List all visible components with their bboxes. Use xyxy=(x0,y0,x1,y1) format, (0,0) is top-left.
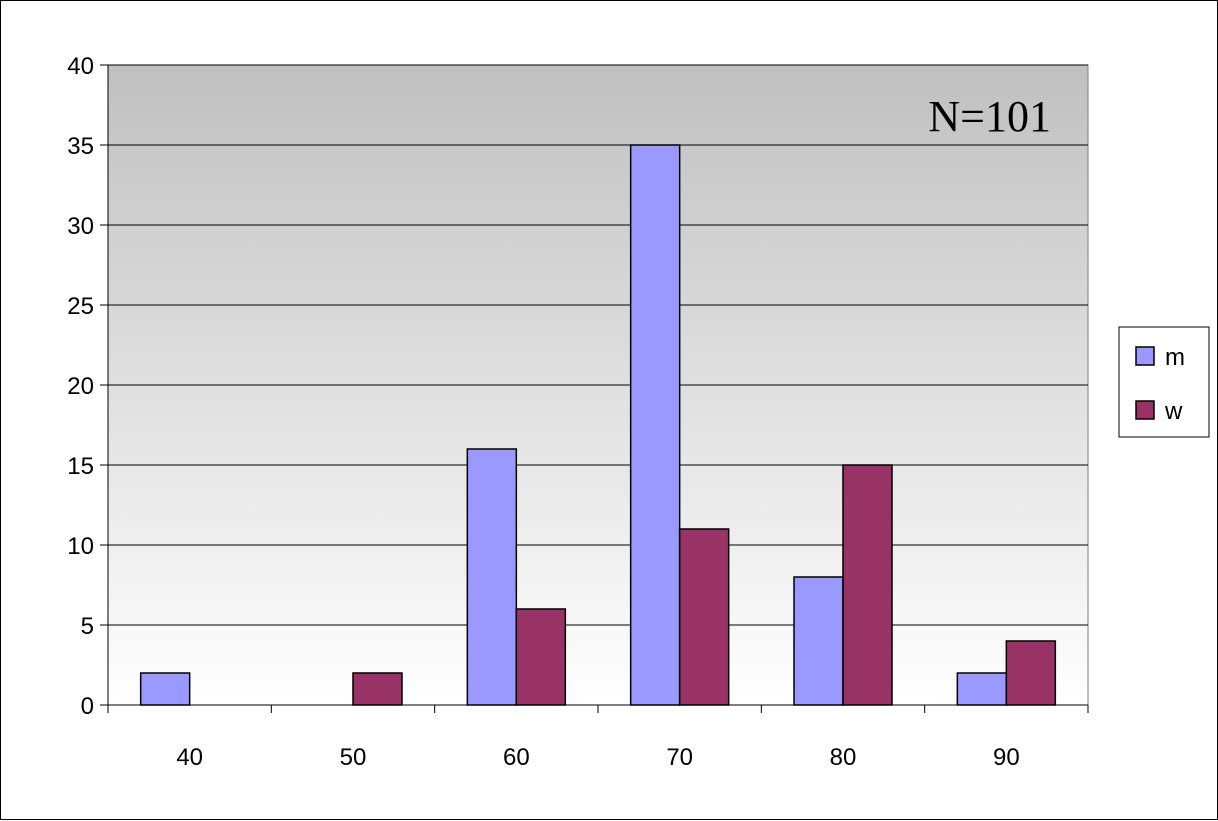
bar-m-70 xyxy=(629,144,681,706)
y-tick-label: 10 xyxy=(67,533,94,560)
y-tick-label: 0 xyxy=(81,693,94,720)
x-tick-label: 70 xyxy=(666,744,693,771)
bar-w-80 xyxy=(842,464,893,706)
legend-swatch-w xyxy=(1135,400,1155,420)
y-tick-label: 5 xyxy=(81,613,94,640)
legend-label-m: m xyxy=(1165,344,1185,371)
y-tick-label: 20 xyxy=(67,373,94,400)
x-tick-label: 50 xyxy=(340,744,367,771)
sample-size-annotation: N=101 xyxy=(928,92,1051,141)
x-tick-label: 40 xyxy=(176,744,203,771)
tick-labels: 0 5 10 15 20 25 30 35 40 40 50 60 70 80 90 xyxy=(67,53,1019,771)
gridlines xyxy=(108,64,1088,626)
y-tick-label: 40 xyxy=(67,53,94,80)
legend-swatch-m xyxy=(1135,346,1155,366)
bar-w-70 xyxy=(678,528,730,706)
axes xyxy=(100,64,1089,713)
y-tick-label: 25 xyxy=(67,293,94,320)
bar-w-90 xyxy=(1005,640,1057,706)
bar-m-80 xyxy=(793,576,844,706)
bar-w-60 xyxy=(515,608,567,706)
bar-m-60 xyxy=(466,448,518,706)
bar-m-90 xyxy=(956,672,1008,706)
bar-m-40 xyxy=(139,672,191,706)
y-tick-label: 35 xyxy=(67,133,94,160)
y-tick-label: 30 xyxy=(67,213,94,240)
x-tick-label: 90 xyxy=(993,744,1020,771)
legend: m w xyxy=(1118,326,1210,438)
bars xyxy=(139,144,1057,706)
legend-box xyxy=(1118,326,1210,438)
x-tick-label: 80 xyxy=(830,744,857,771)
legend-label-w: w xyxy=(1164,398,1183,425)
x-tick-label: 60 xyxy=(503,744,530,771)
bar-w-50 xyxy=(352,672,403,706)
y-tick-label: 15 xyxy=(67,453,94,480)
